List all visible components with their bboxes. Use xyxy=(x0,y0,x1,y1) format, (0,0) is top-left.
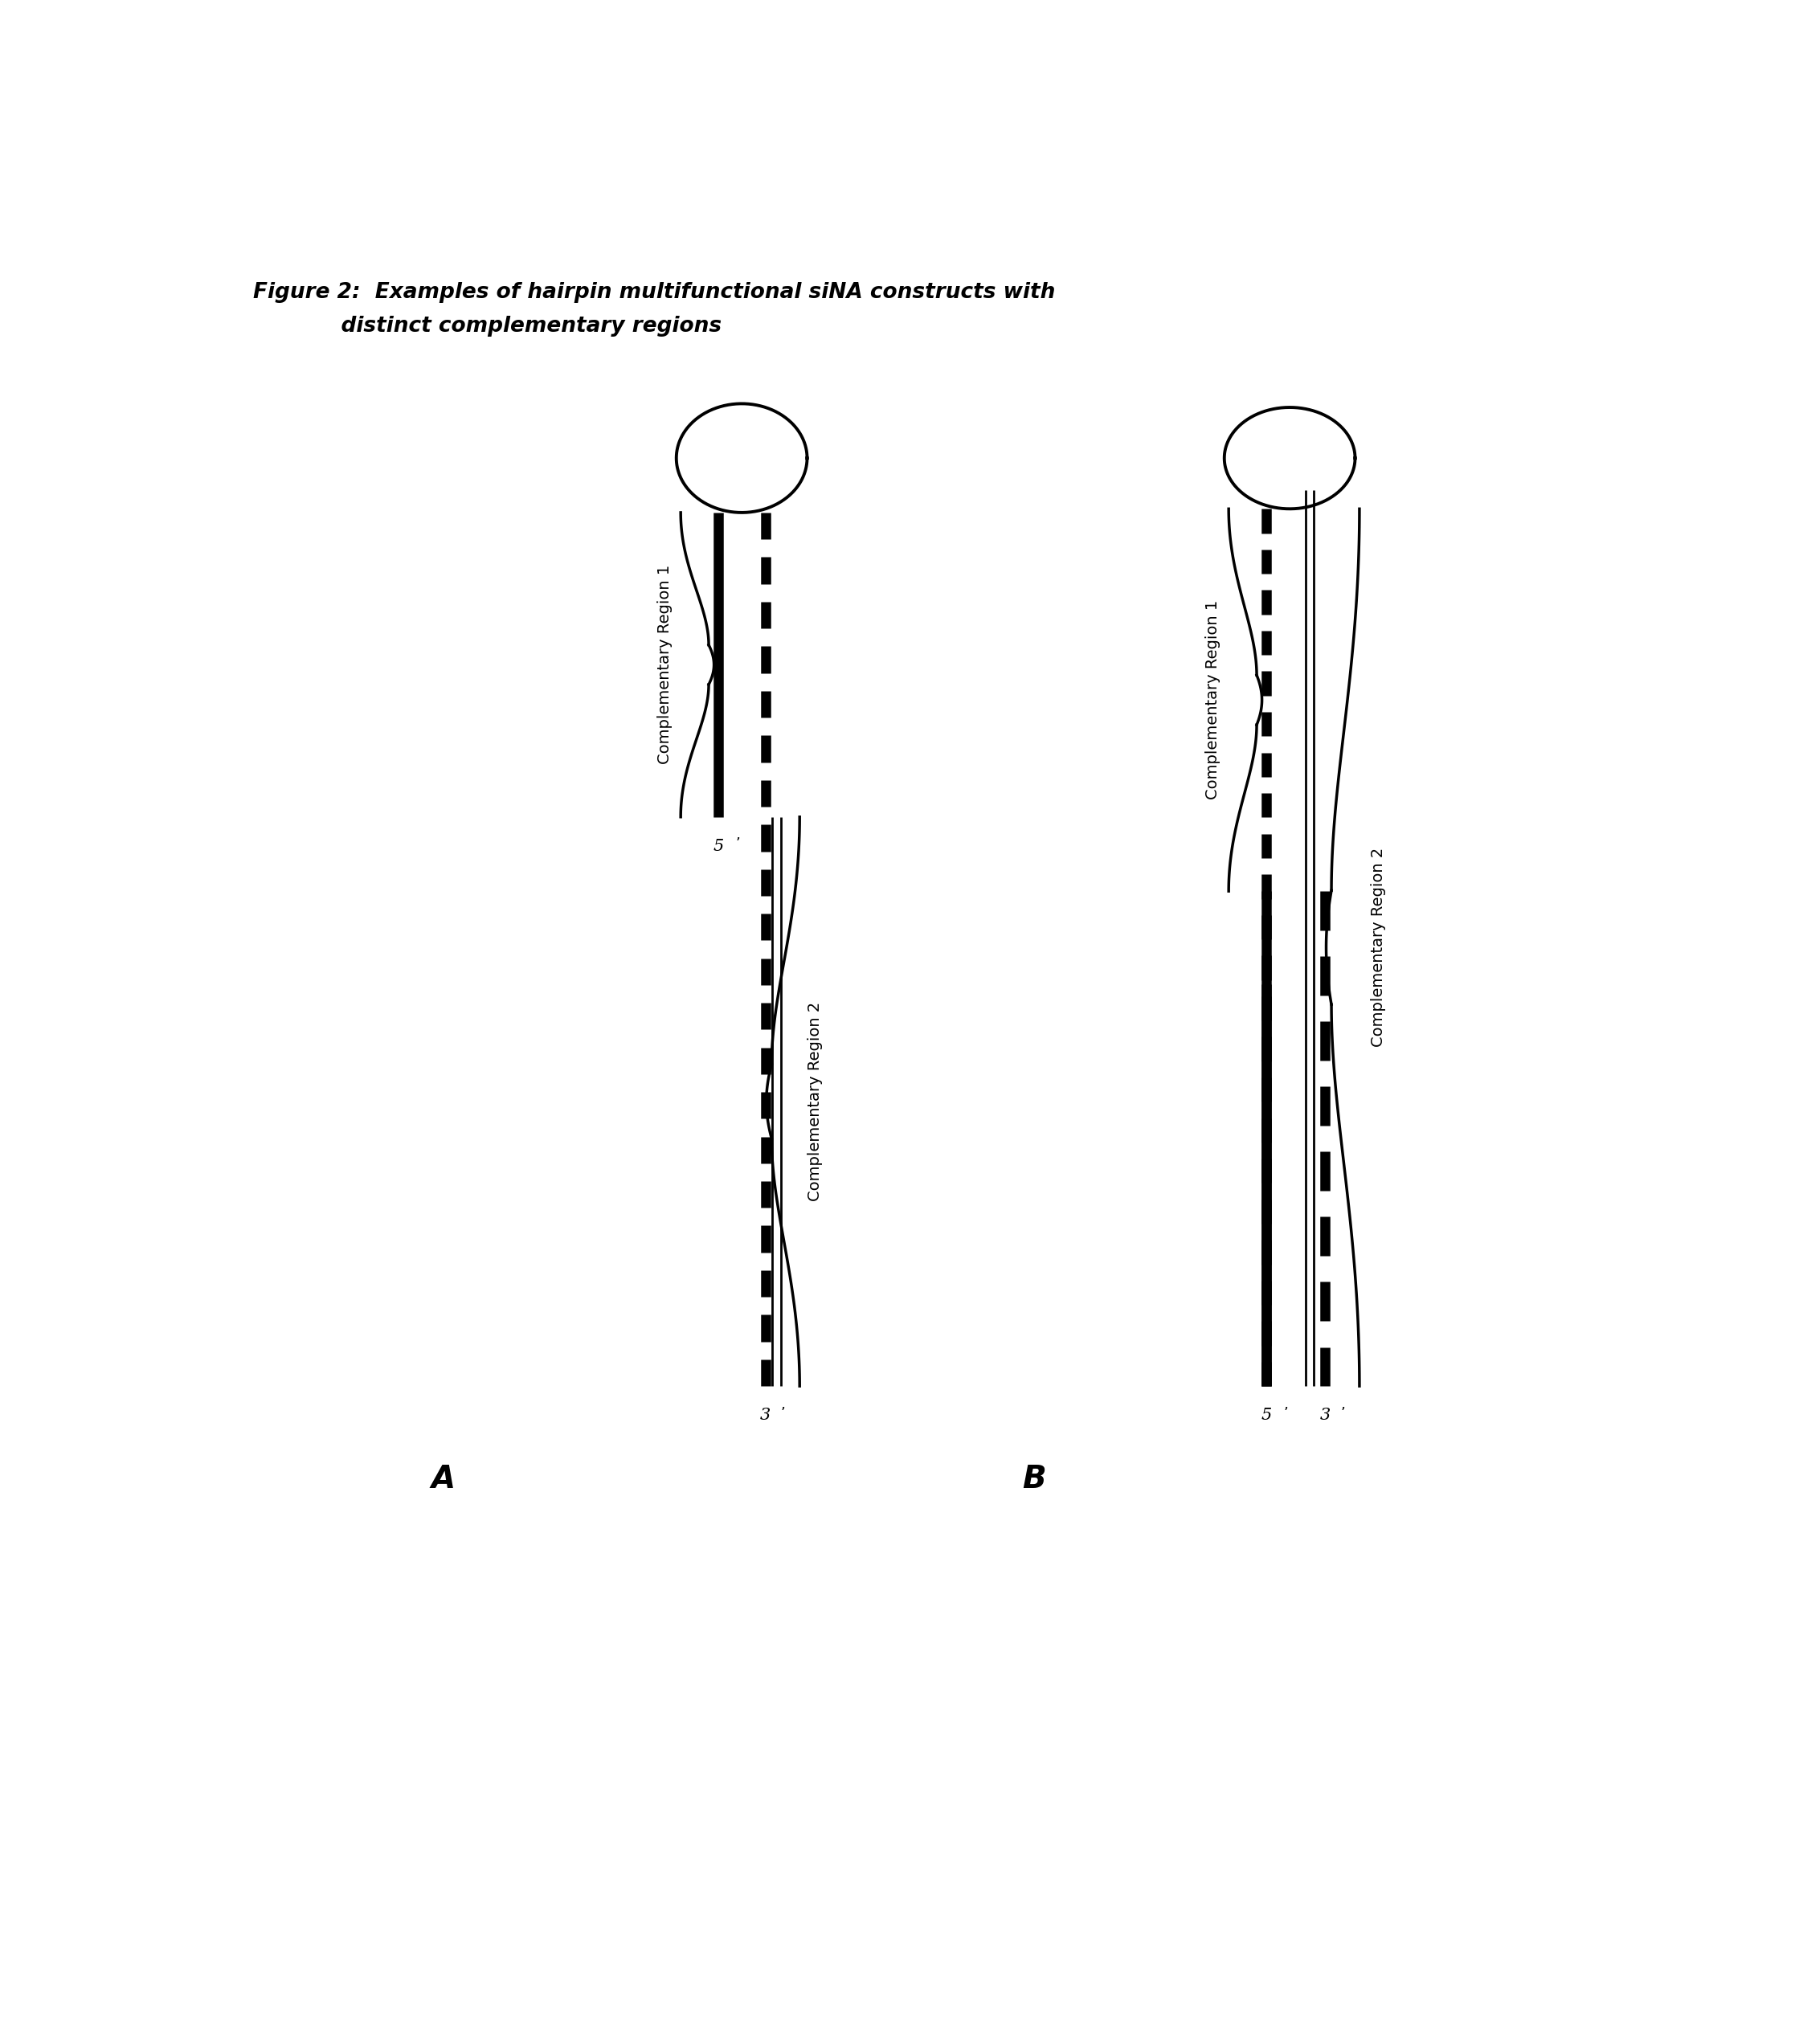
Text: 3: 3 xyxy=(759,1408,770,1423)
Text: 3: 3 xyxy=(1320,1408,1331,1423)
Text: ’: ’ xyxy=(781,1406,786,1421)
Text: B: B xyxy=(1022,1464,1047,1494)
Text: Complementary Region 2: Complementary Region 2 xyxy=(1371,848,1385,1047)
Text: 5: 5 xyxy=(1261,1408,1272,1423)
Text: A: A xyxy=(430,1464,455,1494)
Text: distinct complementary regions: distinct complementary regions xyxy=(254,317,721,337)
Text: ’: ’ xyxy=(1340,1406,1346,1421)
Text: Complementary Region 2: Complementary Region 2 xyxy=(808,1002,822,1202)
Text: Figure 2:  Examples of hairpin multifunctional siNA constructs with: Figure 2: Examples of hairpin multifunct… xyxy=(254,282,1054,303)
Text: Complementary Region 1: Complementary Region 1 xyxy=(1205,601,1222,799)
Text: ’: ’ xyxy=(736,836,739,850)
Text: Complementary Region 1: Complementary Region 1 xyxy=(657,564,673,764)
Text: ’: ’ xyxy=(1283,1406,1288,1421)
Text: 5: 5 xyxy=(712,838,723,854)
